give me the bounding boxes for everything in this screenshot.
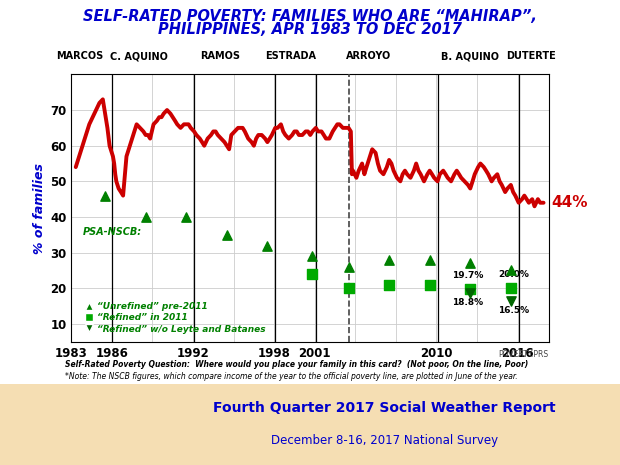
- Text: PHILIPPINES, APR 1983 TO DEC 2017: PHILIPPINES, APR 1983 TO DEC 2017: [158, 22, 462, 37]
- Point: [465, 289, 475, 296]
- Point: [262, 242, 272, 249]
- Point: [308, 270, 317, 278]
- Text: MARCOS: MARCOS: [56, 51, 103, 61]
- Point: [100, 192, 110, 199]
- Point: [384, 256, 394, 264]
- Text: SWS: SWS: [12, 416, 41, 426]
- Text: founded 1985: founded 1985: [50, 432, 108, 440]
- Text: 16.5%: 16.5%: [498, 306, 529, 315]
- Text: Fourth Quarter 2017 Social Weather Report: Fourth Quarter 2017 Social Weather Repor…: [213, 401, 556, 415]
- Text: 19.7%: 19.7%: [452, 271, 483, 280]
- Point: [343, 263, 353, 271]
- Point: [506, 297, 516, 305]
- Point: [465, 259, 475, 267]
- Text: ARROYO: ARROYO: [346, 51, 391, 61]
- Point: [506, 267, 516, 274]
- Text: PSA-NSCB:: PSA-NSCB:: [83, 227, 143, 237]
- Text: SELF-RATED POVERTY: FAMILIES WHO ARE “MAHIRAP”,: SELF-RATED POVERTY: FAMILIES WHO ARE “MA…: [83, 9, 537, 24]
- Text: ESTRADA: ESTRADA: [265, 51, 316, 61]
- Text: POVERTY.PRS: POVERTY.PRS: [498, 350, 549, 359]
- Text: *Note: The NSCB figures, which compare income of the year to the official povert: *Note: The NSCB figures, which compare i…: [65, 372, 518, 381]
- Text: December 8-16, 2017 National Survey: December 8-16, 2017 National Survey: [271, 434, 498, 447]
- Legend: “Unrefined” pre-2011, “Refined” in 2011, “Refined” w/o Leyte and Batanes: “Unrefined” pre-2011, “Refined” in 2011,…: [81, 299, 269, 337]
- Point: [425, 256, 435, 264]
- Point: [465, 286, 475, 293]
- Text: 44%: 44%: [551, 195, 588, 210]
- FancyArrow shape: [4, 414, 13, 427]
- Text: C. AQUINO: C. AQUINO: [110, 51, 168, 61]
- Text: Statistics for Advocacy: Statistics for Advocacy: [50, 442, 137, 452]
- Point: [425, 281, 435, 288]
- Point: [222, 231, 232, 239]
- Point: [141, 213, 151, 221]
- Text: 20.0%: 20.0%: [498, 270, 529, 279]
- Text: STATIONS: STATIONS: [50, 421, 107, 431]
- Text: RAMOS: RAMOS: [200, 51, 240, 61]
- Text: WEATHER: WEATHER: [50, 410, 107, 420]
- Point: [308, 252, 317, 260]
- Text: B. AQUINO: B. AQUINO: [441, 51, 499, 61]
- Text: Self-Rated Poverty Question:  Where would you place your family in this card?  (: Self-Rated Poverty Question: Where would…: [65, 360, 528, 369]
- Point: [506, 285, 516, 292]
- Y-axis label: % of families: % of families: [33, 163, 46, 253]
- Text: 18.8%: 18.8%: [452, 298, 483, 307]
- Point: [181, 213, 191, 221]
- Point: [384, 281, 394, 288]
- Point: [343, 285, 353, 292]
- Text: DUTERTE: DUTERTE: [507, 51, 556, 61]
- Text: SOCIAL: SOCIAL: [50, 399, 92, 409]
